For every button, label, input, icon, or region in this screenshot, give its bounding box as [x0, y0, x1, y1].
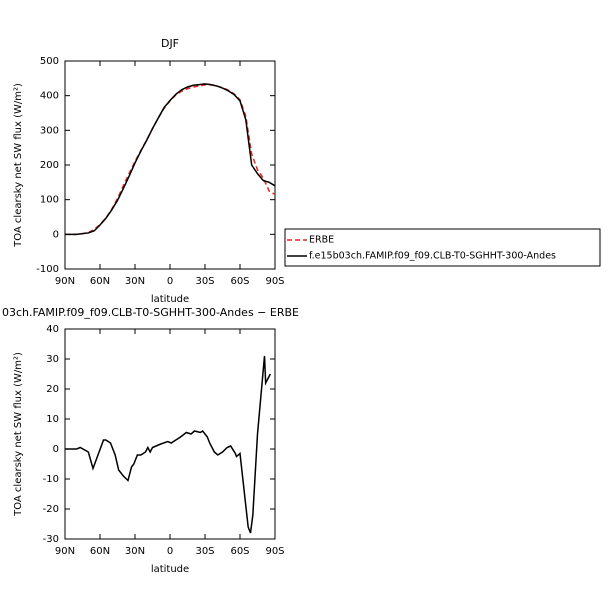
- y-tick-label: 400: [40, 91, 59, 102]
- x-tick-label: 0: [167, 546, 173, 557]
- x-tick-label: 30N: [125, 276, 145, 287]
- y-tick-label: 30: [46, 354, 59, 365]
- x-tick-label: 30S: [195, 546, 214, 557]
- legend-label: ERBE: [309, 235, 334, 246]
- plot-frame: [64, 60, 276, 270]
- y-tick-label: -30: [43, 534, 59, 545]
- y-tick-label: 200: [40, 160, 59, 171]
- x-tick-label: 60S: [230, 276, 249, 287]
- y-tick-label: 100: [40, 195, 59, 206]
- y-tick-label: 40: [46, 324, 59, 335]
- data-line: [65, 83, 276, 236]
- x-tick-label: 90N: [55, 546, 75, 557]
- y-tick-label: -100: [36, 264, 59, 275]
- chart-title: 03ch.FAMIP.f09_f09.CLB-T0-SGHHT-300-Ande…: [2, 306, 299, 319]
- data-line: [65, 84, 276, 236]
- x-tick-label: 90S: [265, 546, 284, 557]
- x-tick-label: 30S: [195, 276, 214, 287]
- chart-title: DJF: [161, 37, 179, 50]
- y-tick-label: 10: [46, 414, 59, 425]
- x-tick-label: 90N: [55, 276, 75, 287]
- y-axis-label: TOA clearsky net SW flux (W/m²): [13, 352, 24, 517]
- y-tick-label: -20: [43, 504, 59, 515]
- y-tick-label: 0: [53, 444, 59, 455]
- y-tick-label: 20: [46, 384, 59, 395]
- x-tick-label: 60N: [90, 276, 110, 287]
- y-axis-label: TOA clearsky net SW flux (W/m²): [13, 83, 24, 248]
- x-axis-label: latitude: [151, 294, 189, 305]
- x-tick-label: 90S: [265, 276, 284, 287]
- y-tick-label: -10: [43, 474, 59, 485]
- y-tick-label: 500: [40, 56, 59, 67]
- y-tick-label: 300: [40, 125, 59, 136]
- x-tick-label: 0: [167, 276, 173, 287]
- x-tick-label: 30N: [125, 546, 145, 557]
- plot-frame: [64, 328, 276, 540]
- legend-label: f.e15b03ch.FAMIP.f09_f09.CLB-T0-SGHHT-30…: [309, 251, 556, 262]
- data-line: [65, 355, 271, 534]
- x-axis-label: latitude: [151, 564, 189, 575]
- x-tick-label: 60S: [230, 546, 249, 557]
- x-tick-label: 60N: [90, 546, 110, 557]
- legend-box: [284, 228, 601, 267]
- y-tick-label: 0: [53, 229, 59, 240]
